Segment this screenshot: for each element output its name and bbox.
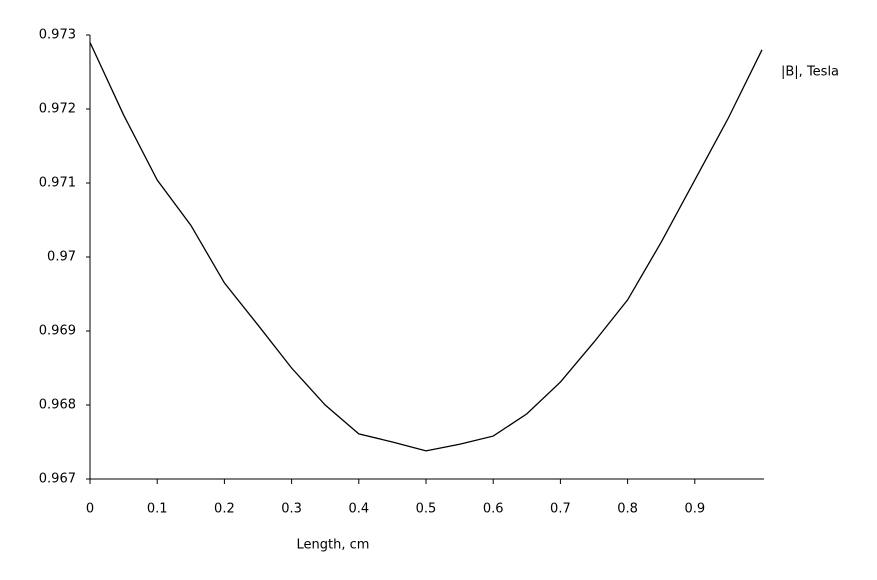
x-tick-label: 0.9 <box>684 502 705 517</box>
x-tick-label: 0 <box>86 502 94 517</box>
legend-label: |B|, Tesla <box>781 65 839 80</box>
x-tick-label: 0.5 <box>416 502 437 517</box>
y-tick-label: 0.968 <box>39 398 76 413</box>
x-tick-label: 0.4 <box>348 502 369 517</box>
data-line <box>89 42 763 452</box>
x-tick-label: 0.7 <box>550 502 571 517</box>
y-tick-label: 0.972 <box>39 102 76 117</box>
y-tick-label: 0.969 <box>39 324 76 339</box>
x-axis-label: Length, cm <box>297 538 370 553</box>
x-tick-label: 0.2 <box>214 502 235 517</box>
y-tick-label: 0.97 <box>47 250 76 265</box>
x-tick-label: 0.8 <box>617 502 638 517</box>
y-tick-label: 0.967 <box>39 472 76 487</box>
y-tick-label: 0.971 <box>39 176 76 191</box>
x-tick-label: 0.6 <box>483 502 504 517</box>
x-tick-label: 0.3 <box>281 502 302 517</box>
y-tick-label: 0.973 <box>39 28 76 43</box>
x-tick-label: 0.1 <box>147 502 168 517</box>
